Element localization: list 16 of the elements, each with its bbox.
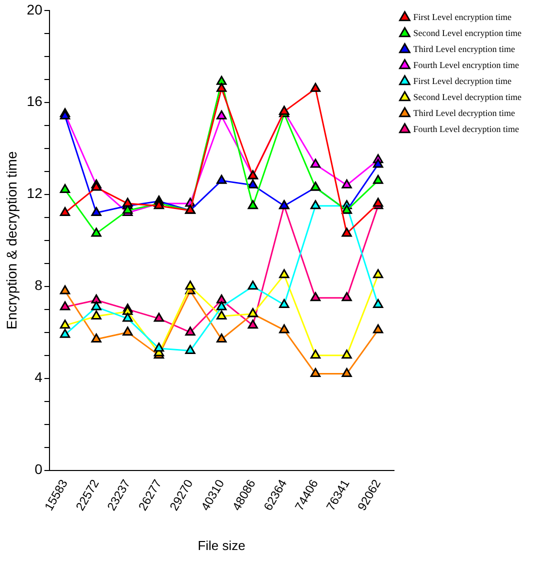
y-tick-label: 4 <box>34 369 43 386</box>
legend-label: Second Level decryption time <box>413 92 522 102</box>
legend-label: Third Level decryption time <box>413 108 515 118</box>
legend-label: Third Level encryption time <box>413 44 515 54</box>
legend-label: Fourth Level encryption time <box>413 60 519 70</box>
y-axis-title: Encryption & decryption time <box>3 151 20 330</box>
y-tick-label: 12 <box>26 185 43 202</box>
y-tick-label: 8 <box>34 277 43 294</box>
y-tick-label: 20 <box>26 1 43 18</box>
legend-label: First Level decryption time <box>413 76 512 86</box>
y-tick-label: 0 <box>34 461 43 478</box>
legend-label: Second Level encryption time <box>413 28 522 38</box>
y-tick-label: 16 <box>26 93 43 110</box>
legend-label: First Level encryption time <box>413 12 512 22</box>
legend-label: Fourth Level decryption time <box>413 124 519 134</box>
x-axis-title: File size <box>198 538 246 553</box>
